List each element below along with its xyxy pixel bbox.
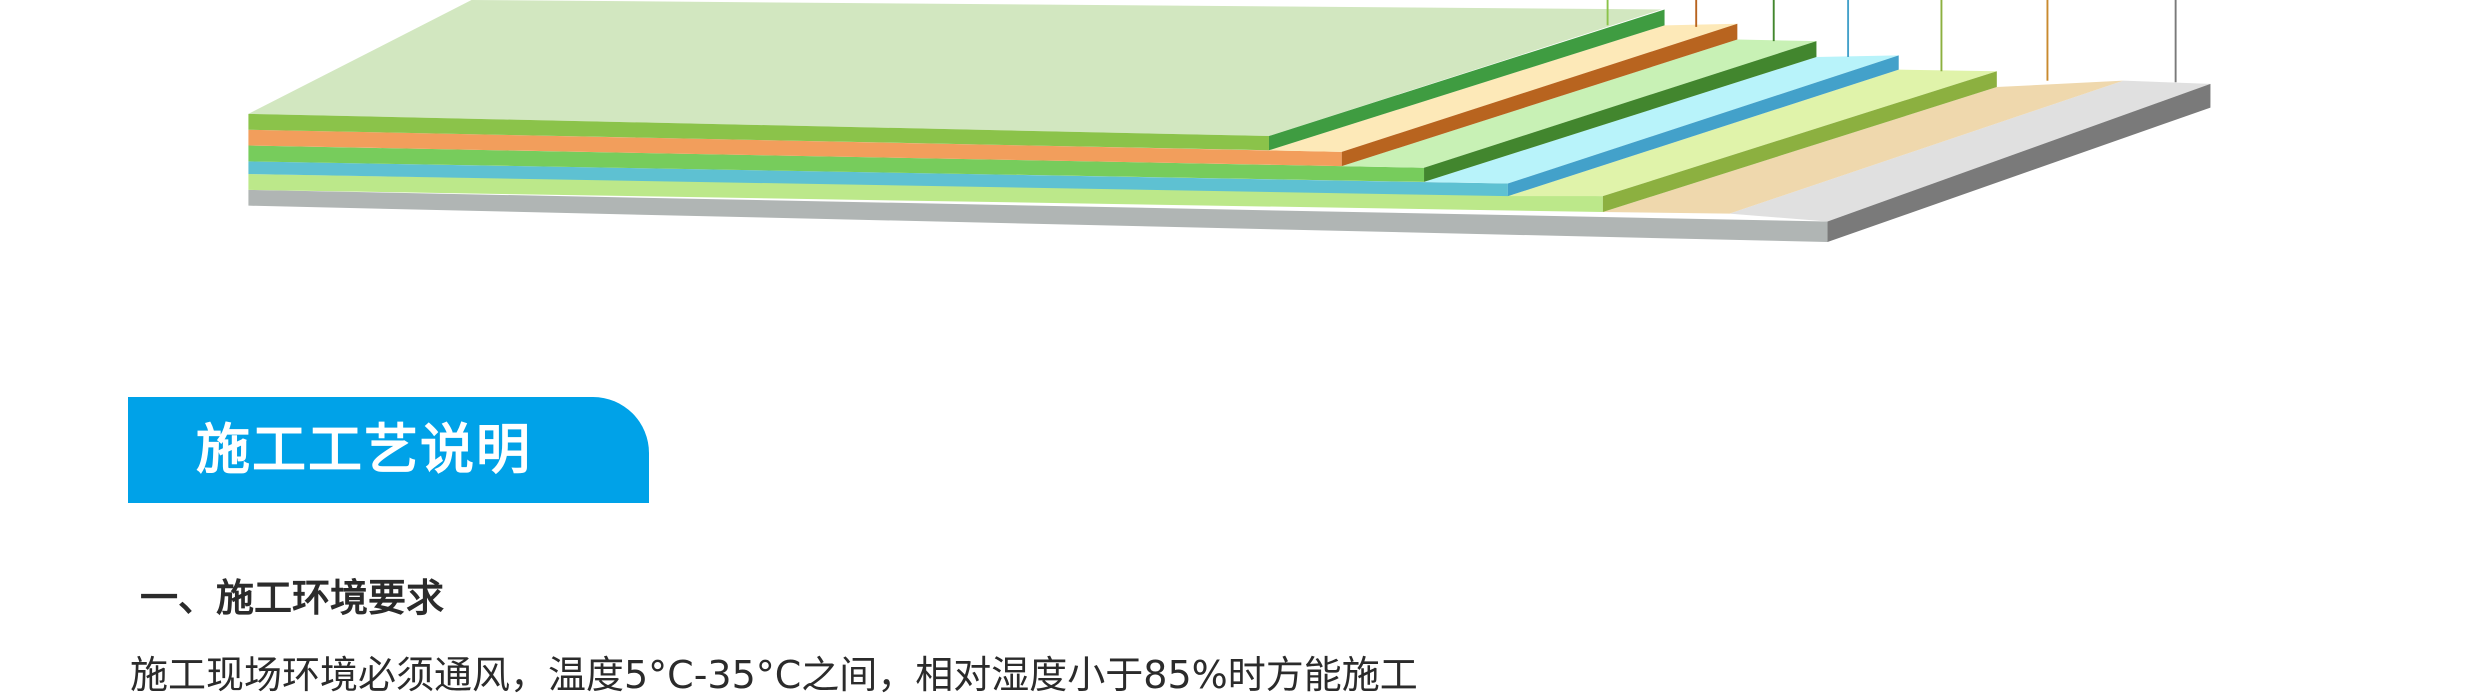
layer4-top	[1424, 55, 1899, 184]
layer1-front	[248, 113, 1269, 151]
layer3-top	[1341, 39, 1817, 168]
layer3-side	[1424, 41, 1817, 182]
floor-layer-diagram	[248, 0, 2211, 243]
layer2-top	[1268, 23, 1738, 152]
top-surface	[248, 0, 1662, 137]
section-tab-title: 施工工艺说明	[196, 418, 532, 481]
layer5-top	[1507, 69, 1997, 197]
layer5-side	[1602, 71, 1997, 212]
layer3-front	[248, 145, 1425, 182]
layer2-side	[1341, 23, 1738, 167]
layer6-top	[1602, 80, 2124, 214]
layer2-front	[248, 129, 1342, 167]
section-heading: 一、施工环境要求	[140, 576, 445, 620]
section-tab: 施工工艺说明	[128, 397, 649, 503]
layer4-front	[248, 161, 1508, 197]
base-layer-front	[248, 189, 1828, 243]
base-layer-side	[1827, 83, 2211, 243]
section-body-text: 施工现场环境必须通风，温度5°C-35°C之间，相对湿度小于85%时方能施工	[130, 653, 1418, 697]
base-layer-top	[1729, 80, 2211, 222]
layer5-front	[248, 174, 1603, 212]
layer4-side	[1507, 55, 1899, 197]
layer1-side	[1268, 9, 1665, 151]
